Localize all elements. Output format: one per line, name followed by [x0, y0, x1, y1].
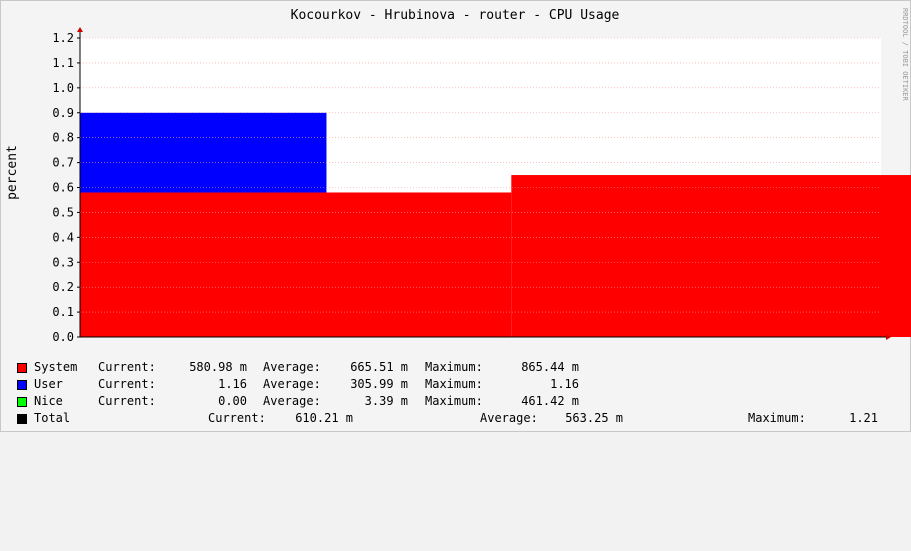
y-tick-label: 0.1 — [52, 305, 74, 319]
legend-average-label: Average: — [263, 360, 321, 374]
legend-maximum-value: 1.16 — [550, 377, 579, 391]
y-tick-label: 1.1 — [52, 56, 74, 70]
legend-average-label: Average: — [480, 411, 538, 425]
y-tick-label: 1.2 — [52, 31, 74, 45]
y-axis-arrow — [77, 27, 83, 32]
legend-average-value: 563.25 m — [565, 411, 623, 425]
series-user-area — [80, 112, 327, 193]
legend-average-label: Average: — [263, 394, 321, 408]
legend-average-value: 665.51 m — [350, 360, 408, 374]
legend-maximum-label: Maximum: — [425, 377, 483, 391]
legend-swatch-user — [17, 380, 27, 390]
y-tick-label: 0.7 — [52, 156, 74, 170]
legend-maximum-label: Maximum: — [748, 411, 806, 425]
legend-current-value: 1.16 — [218, 377, 247, 391]
legend-current-label: Current: — [208, 411, 266, 425]
legend-maximum-value: 1.21 — [849, 411, 878, 425]
legend: System Current: 580.98 m Average: 665.51… — [17, 360, 897, 428]
y-tick-label: 0.3 — [52, 255, 74, 269]
series-system-area — [80, 192, 512, 337]
y-tick-label: 0.0 — [52, 330, 74, 344]
legend-current-value: 610.21 m — [295, 411, 353, 425]
y-tick-label: 0.9 — [52, 106, 74, 120]
legend-name: Nice — [34, 394, 63, 408]
legend-average-value: 3.39 m — [364, 394, 408, 408]
legend-swatch-total — [17, 414, 27, 424]
chart-title: Kocourkov - Hrubinova - router - CPU Usa… — [291, 8, 620, 23]
legend-swatch-system — [17, 363, 27, 373]
legend-maximum-value: 461.42 m — [521, 394, 579, 408]
rrdtool-watermark: RRDTOOL / TOBI OETIKER — [901, 8, 909, 102]
y-tick-label: 0.6 — [52, 181, 74, 195]
chart: 0.00.10.20.30.40.50.60.70.80.91.01.11.20… — [5, 8, 911, 344]
legend-current-label: Current: — [98, 394, 156, 408]
legend-current-value: 0.00 — [218, 394, 247, 408]
x-axis-arrow — [886, 334, 891, 340]
legend-nice: Nice Current: 0.00 Average: 3.39 m Maxim… — [17, 394, 897, 411]
legend-average-value: 305.99 m — [350, 377, 408, 391]
legend-swatch-nice — [17, 397, 27, 407]
legend-name: System — [34, 360, 78, 374]
legend-current-label: Current: — [98, 377, 156, 391]
y-tick-label: 0.8 — [52, 131, 74, 145]
legend-user: User Current: 1.16 Average: 305.99 m Max… — [17, 377, 897, 394]
y-axis-label: percent — [5, 145, 20, 200]
y-tick-label: 0.4 — [52, 230, 74, 244]
y-tick-label: 0.5 — [52, 205, 74, 219]
legend-name: User — [34, 377, 63, 391]
legend-maximum-value: 865.44 m — [521, 360, 579, 374]
legend-average-label: Average: — [263, 377, 321, 391]
legend-maximum-label: Maximum: — [425, 394, 483, 408]
legend-current-value: 580.98 m — [189, 360, 247, 374]
legend-system: System Current: 580.98 m Average: 665.51… — [17, 360, 897, 377]
series-system-area — [511, 175, 911, 337]
legend-total: Total Current: 610.21 m Average: 563.25 … — [17, 411, 897, 428]
legend-current-label: Current: — [98, 360, 156, 374]
legend-name: Total — [34, 411, 71, 425]
legend-maximum-label: Maximum: — [425, 360, 483, 374]
y-tick-label: 1.0 — [52, 81, 74, 95]
y-tick-label: 0.2 — [52, 280, 74, 294]
